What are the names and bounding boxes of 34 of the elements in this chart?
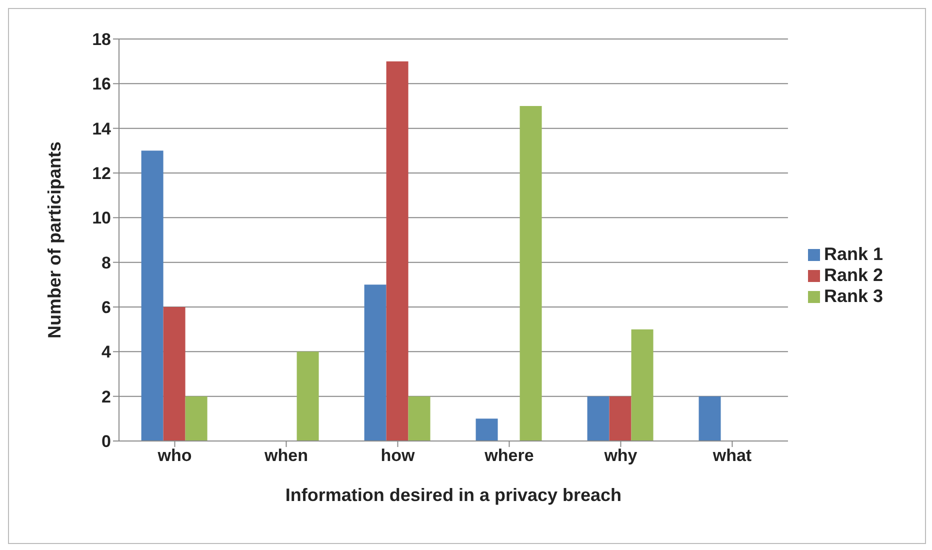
- y-tick-label: 2: [102, 387, 111, 406]
- x-tick-label: where: [484, 446, 534, 466]
- x-tick-label: when: [264, 446, 308, 466]
- bar: [386, 61, 408, 441]
- bar: [587, 396, 610, 441]
- x-tick-label: why: [603, 446, 638, 466]
- y-tick-label: 6: [102, 298, 111, 318]
- y-tick-label: 10: [92, 208, 111, 228]
- legend-label: Rank 3: [824, 286, 883, 306]
- bar: [141, 150, 164, 441]
- legend-label: Rank 2: [824, 264, 883, 284]
- bar: [185, 396, 208, 441]
- bar: [476, 418, 498, 441]
- bar: [698, 396, 721, 441]
- y-tick-label: 14: [92, 119, 112, 138]
- y-tick-label: 4: [102, 342, 112, 362]
- bar: [296, 352, 319, 441]
- x-tick-label: who: [156, 446, 192, 466]
- x-tick-label: how: [380, 446, 416, 466]
- x-axis-title: Information desired in a privacy breach: [285, 485, 622, 505]
- legend-label: Rank 1: [824, 244, 883, 264]
- y-tick-label: 16: [92, 74, 111, 94]
- y-tick-label: 0: [102, 432, 111, 452]
- bar: [631, 329, 654, 441]
- bar: [609, 396, 632, 441]
- y-tick-label: 8: [102, 253, 111, 272]
- y-tick-label: 12: [92, 164, 111, 184]
- bar: [364, 284, 386, 441]
- y-tick-label: 18: [92, 30, 111, 50]
- x-tick-label: what: [712, 446, 752, 466]
- y-axis-title: Number of participants: [44, 141, 64, 339]
- bar: [408, 396, 430, 441]
- bar: [163, 307, 186, 441]
- bar: [520, 106, 542, 441]
